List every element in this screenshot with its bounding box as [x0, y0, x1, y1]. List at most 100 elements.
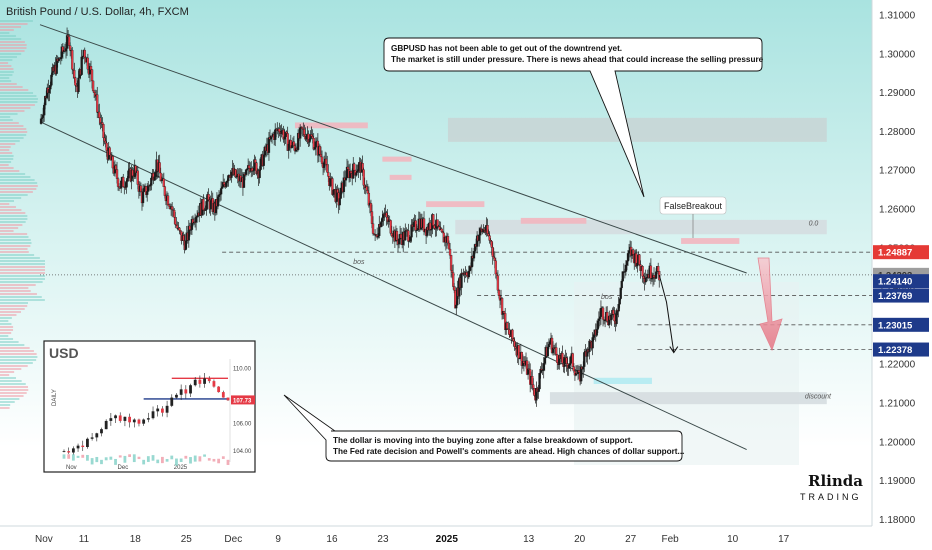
inset-candle-body — [137, 419, 141, 424]
y-tick-label: 1.19000 — [879, 476, 916, 487]
volume-profile-bar — [0, 80, 12, 82]
volume-profile-bar — [0, 299, 45, 301]
candle-body — [314, 141, 317, 148]
inset-volume-bar — [193, 455, 197, 462]
candle-body — [532, 384, 535, 389]
inset-y-tick: 106.00 — [233, 422, 252, 428]
candle-body — [338, 198, 341, 206]
volume-profile-bar — [0, 293, 37, 295]
volume-profile-bar — [0, 35, 16, 37]
volume-profile-bar — [0, 137, 24, 139]
inset-volume-bar — [118, 455, 122, 458]
inset-volume-bar — [100, 459, 103, 465]
volume-profile-bar — [0, 50, 25, 52]
inset-volume-bar — [123, 455, 127, 463]
volume-profile-bar — [0, 92, 34, 94]
candle-body — [644, 277, 647, 283]
volume-profile-bar — [0, 365, 28, 367]
volume-profile-bar — [0, 398, 20, 400]
inset-candle-body — [95, 433, 99, 438]
volume-profile-bar — [0, 272, 45, 274]
volume-profile-bar — [0, 98, 38, 100]
volume-profile-bar — [0, 44, 27, 46]
x-tick-label: Dec — [224, 534, 242, 545]
candle-body — [517, 345, 520, 359]
volume-profile-bar — [0, 380, 22, 382]
note-bottom-bubble — [283, 394, 683, 462]
projection-layer — [658, 274, 679, 354]
inset-volume-bar — [179, 458, 183, 462]
inset-volume-bar — [217, 458, 221, 464]
inset-volume-bar — [67, 454, 71, 459]
volume-profile-bar — [0, 155, 14, 157]
inset-volume-bar — [62, 454, 66, 459]
inset-volume-bar — [207, 458, 211, 461]
volume-profile-bar — [0, 275, 45, 277]
volume-profile-bar — [0, 338, 14, 340]
volume-profile-bar — [0, 236, 29, 238]
volume-profile-bar — [0, 206, 16, 208]
volume-profile-bar — [0, 32, 10, 34]
inset-volume-bar — [146, 456, 150, 462]
inset-volume-bar — [95, 456, 99, 463]
volume-profile-bar — [0, 335, 9, 337]
note-bottom-callout: The dollar is moving into the buying zon… — [283, 394, 684, 462]
price-zone — [447, 117, 827, 142]
price-zone — [389, 174, 412, 180]
volume-profile-bar — [0, 116, 11, 118]
inset-candle-body — [90, 437, 94, 439]
inset-volume-bar — [81, 454, 85, 458]
candle-body — [80, 56, 83, 75]
price-zone — [426, 201, 485, 208]
inset-volume-bar — [198, 456, 202, 462]
volume-profile-bar — [0, 329, 14, 331]
volume-profile-bar — [0, 359, 37, 361]
zone-label: discount — [805, 393, 832, 400]
volume-profile-bar — [0, 224, 23, 226]
volume-profile-bar — [0, 386, 28, 388]
volume-profile-bar — [0, 194, 28, 196]
inset-side-label: DAILY — [52, 389, 58, 406]
volume-profile-bar — [0, 302, 28, 304]
volume-profile-bar — [0, 320, 9, 322]
inset-candle-body — [221, 392, 225, 398]
false-breakout-label: FalseBreakout — [664, 201, 723, 211]
candle-body — [555, 347, 558, 355]
inset-volume-bar — [137, 456, 141, 460]
volume-profile-bar — [0, 47, 27, 49]
candle-body — [141, 191, 145, 204]
inset-candle-body — [62, 451, 66, 452]
x-tick-label: 13 — [523, 534, 535, 545]
volume-profile-bar — [0, 287, 29, 289]
volume-profile-bar — [0, 263, 45, 265]
volume-profile-bar — [0, 221, 26, 223]
inset-candle-body — [104, 420, 108, 430]
volume-profile-bar — [0, 191, 33, 193]
y-tick-label: 1.26000 — [879, 205, 916, 216]
volume-profile-bar — [0, 332, 12, 334]
inset-volume-bar — [109, 456, 113, 460]
candle-body — [166, 195, 170, 205]
inset-candle-body — [184, 389, 188, 394]
volume-profile-bar — [0, 407, 10, 409]
volume-profile-bar — [0, 113, 18, 115]
price-tag-label: 1.23015 — [878, 320, 913, 331]
volume-profile-bar — [0, 20, 33, 22]
inset-plot: 110.00 106.00 104.00 Nov Dec 2025 107.73 — [62, 359, 255, 471]
candle-body — [657, 266, 660, 272]
candle-body — [432, 214, 435, 226]
inset-x-tick: 2025 — [174, 465, 188, 471]
inset-candle-body — [198, 379, 202, 384]
projection-path — [658, 274, 675, 353]
usd-inset-chart: USD DAILY 110.00 106.00 104.00 Nov Dec 2025 10… — [43, 340, 256, 473]
volume-profile-bar — [0, 203, 10, 205]
inset-volume-bar — [226, 459, 230, 465]
candle-body — [262, 154, 265, 166]
volume-profile-bar — [0, 59, 13, 61]
inset-price-tag-label: 107.73 — [233, 398, 252, 404]
down-arrow-icon — [757, 257, 783, 352]
inset-candle-body — [170, 397, 174, 406]
candle-body — [621, 271, 624, 282]
volume-profile-bar — [0, 227, 19, 229]
x-tick-label: Nov — [35, 534, 53, 545]
